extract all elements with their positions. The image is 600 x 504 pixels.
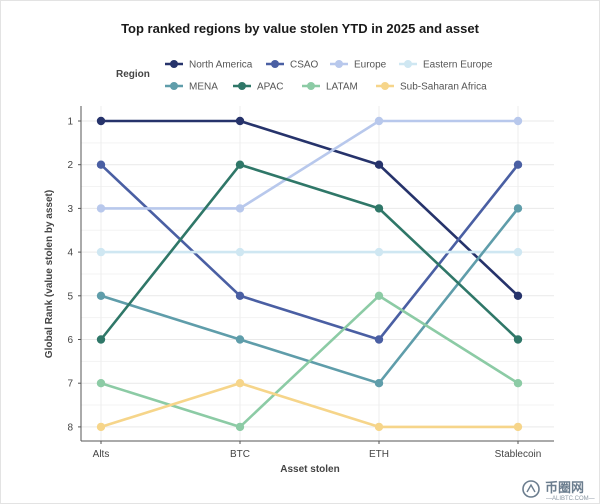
legend-item-europe: Europe — [330, 60, 387, 71]
data-point — [374, 247, 384, 257]
data-point — [513, 291, 523, 300]
legend-swatch-point — [307, 82, 315, 90]
legend: North America CSAO Europe Eastern Europe MEN… — [165, 60, 493, 93]
data-point — [235, 291, 245, 300]
legend-item-eastern-europe: Eastern Europe — [399, 60, 493, 71]
legend-label: Europe — [354, 60, 387, 71]
data-point — [235, 116, 245, 126]
y-axis-title: Global Rank (value stolen by asset) — [44, 190, 55, 358]
data-point — [96, 379, 106, 388]
y-tick-label: 6 — [67, 335, 73, 346]
legend-item-mena: MENA — [165, 82, 218, 93]
data-point — [96, 247, 106, 257]
data-point — [96, 291, 106, 300]
y-tick-label: 3 — [67, 204, 73, 215]
legend-swatch-point — [271, 60, 279, 68]
legend-item-sub-saharan-africa: Sub-Saharan Africa — [376, 82, 487, 93]
series-line — [99, 163, 520, 341]
series-line — [99, 119, 520, 210]
data-point — [374, 422, 384, 432]
legend-item-latam: LATAM — [302, 82, 358, 93]
watermark-subtext: —ALIBTC.COM— — [546, 496, 595, 502]
x-tick-label: Alts — [93, 449, 110, 460]
data-point — [513, 160, 523, 169]
legend-item-north-america: North America — [165, 60, 253, 71]
legend-label: MENA — [189, 82, 218, 93]
data-point — [513, 116, 523, 126]
legend-title: Region — [116, 69, 150, 80]
data-point — [235, 379, 245, 388]
data-point — [235, 247, 245, 257]
legend-swatch-point — [335, 60, 343, 68]
legend-swatch-point — [170, 82, 178, 90]
data-point — [235, 335, 245, 344]
legend-label: APAC — [257, 82, 284, 93]
data-point — [96, 335, 106, 344]
y-tick-label: 2 — [67, 160, 73, 171]
y-tick-label: 1 — [67, 117, 73, 128]
data-point — [96, 160, 106, 169]
data-point — [513, 379, 523, 388]
data-point — [374, 160, 384, 169]
legend-swatch-point — [238, 82, 246, 90]
series-line — [99, 381, 520, 429]
legend-label: Sub-Saharan Africa — [400, 82, 487, 93]
y-tick-label: 7 — [67, 379, 73, 390]
legend-swatch-point — [381, 82, 389, 90]
legend-label: Eastern Europe — [423, 60, 493, 71]
legend-label: CSAO — [290, 60, 319, 71]
series-north-america — [96, 116, 523, 300]
data-point — [96, 116, 106, 126]
legend-swatch-point — [404, 60, 412, 68]
watermark-text: 币圈网 — [545, 480, 584, 495]
legend-item-csao: CSAO — [266, 60, 319, 71]
x-axis-title: Asset stolen — [280, 464, 339, 475]
y-tick-label: 4 — [67, 248, 73, 259]
series-sub-saharan-africa — [96, 379, 523, 432]
data-point — [96, 204, 106, 213]
watermark-logo-icon — [522, 480, 540, 498]
data-point — [513, 204, 523, 213]
data-point — [235, 422, 245, 432]
x-tick-label: Stablecoin — [495, 449, 542, 460]
data-point — [235, 204, 245, 213]
data-point — [513, 422, 523, 432]
y-tick-label: 8 — [67, 422, 73, 433]
series-layer — [96, 116, 523, 432]
data-point — [513, 247, 523, 257]
data-point — [374, 204, 384, 213]
watermark-logo-mark — [526, 483, 536, 493]
watermark: 币圈网 —ALIBTC.COM— — [522, 480, 595, 502]
data-point — [374, 291, 384, 300]
data-point — [96, 422, 106, 432]
data-point — [374, 116, 384, 126]
data-point — [374, 335, 384, 344]
y-tick-label: 5 — [67, 291, 73, 302]
legend-swatch-point — [170, 60, 178, 68]
legend-item-apac: APAC — [233, 82, 284, 93]
chart-title: Top ranked regions by value stolen YTD i… — [121, 21, 480, 36]
data-point — [235, 160, 245, 169]
series-eastern-europe — [96, 247, 523, 257]
data-point — [374, 379, 384, 388]
series-europe — [96, 116, 523, 213]
axes: 1 2 3 4 5 6 7 8 Alts BTC ETH Stablecoin — [67, 106, 554, 460]
legend-label: LATAM — [326, 82, 358, 93]
x-tick-label: ETH — [369, 449, 389, 460]
series-line — [99, 119, 520, 298]
series-apac — [96, 160, 523, 344]
legend-label: North America — [189, 60, 253, 71]
x-tick-label: BTC — [230, 449, 250, 460]
data-point — [513, 335, 523, 344]
